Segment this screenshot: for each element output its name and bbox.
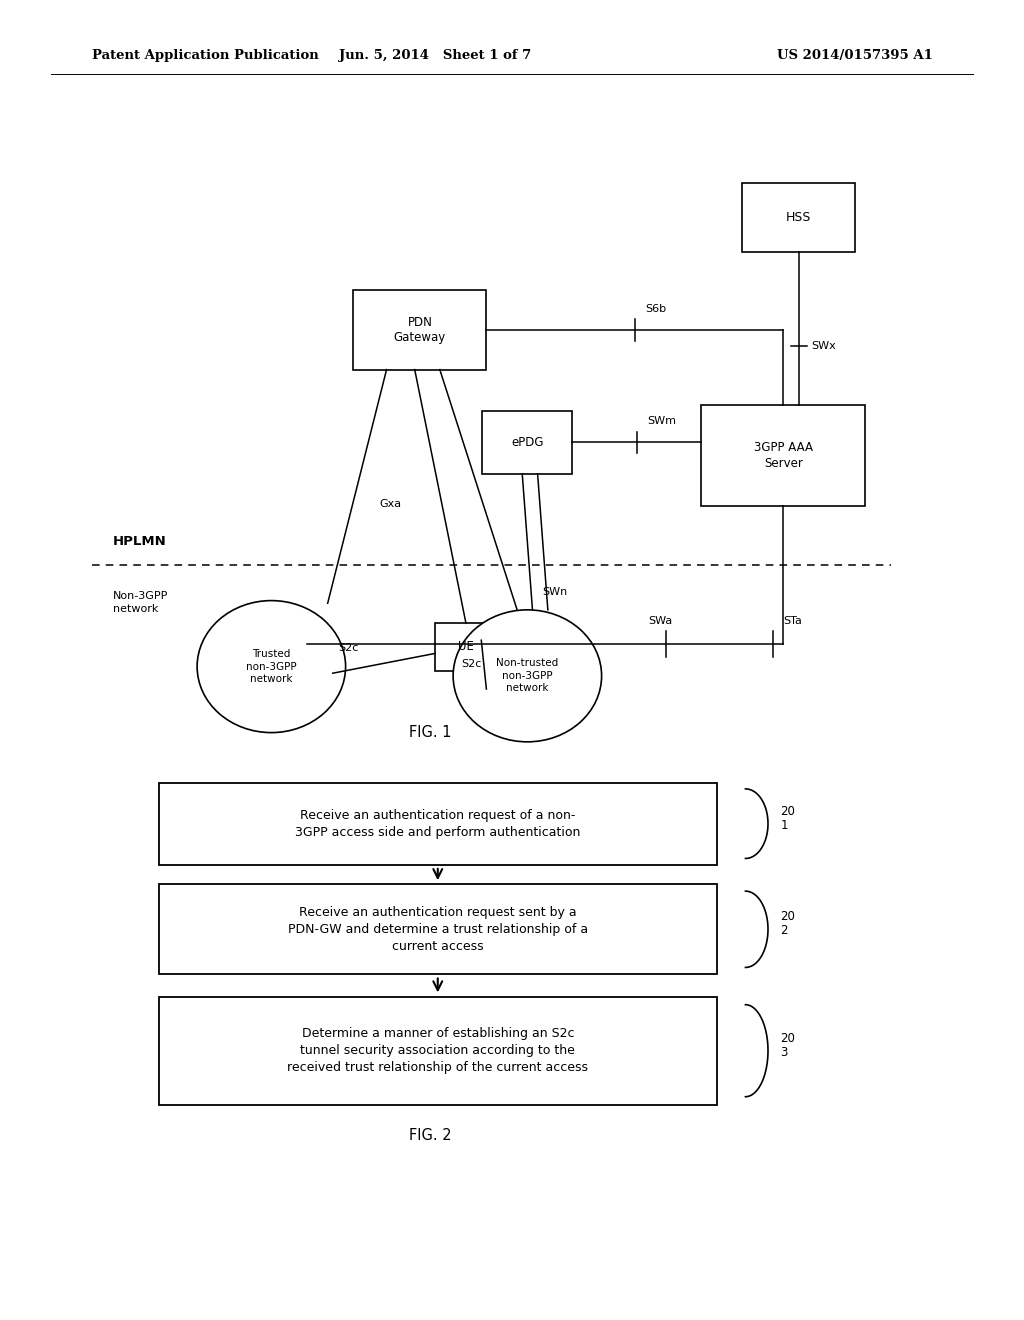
Text: SWm: SWm [647, 416, 676, 426]
FancyBboxPatch shape [482, 411, 572, 474]
FancyBboxPatch shape [353, 290, 486, 370]
FancyBboxPatch shape [742, 183, 855, 252]
FancyBboxPatch shape [159, 783, 717, 865]
Text: Gxa: Gxa [379, 499, 401, 510]
Text: UE: UE [458, 640, 474, 653]
Text: 20
2: 20 2 [780, 911, 796, 937]
Text: SWx: SWx [811, 341, 836, 351]
Text: HSS: HSS [786, 211, 811, 224]
Text: 20
1: 20 1 [780, 805, 796, 832]
FancyBboxPatch shape [159, 997, 717, 1105]
FancyBboxPatch shape [701, 405, 865, 506]
Text: Receive an authentication request sent by a
PDN-GW and determine a trust relatio: Receive an authentication request sent b… [288, 906, 588, 953]
Text: SWn: SWn [543, 586, 568, 597]
Text: FIG. 1: FIG. 1 [409, 725, 452, 741]
Text: Determine a manner of establishing an S2c
tunnel security association according : Determine a manner of establishing an S2… [288, 1027, 588, 1074]
Ellipse shape [453, 610, 602, 742]
FancyBboxPatch shape [435, 623, 497, 671]
Text: 3GPP AAA
Server: 3GPP AAA Server [754, 441, 813, 470]
Text: STa: STa [783, 615, 802, 626]
Text: US 2014/0157395 A1: US 2014/0157395 A1 [777, 49, 933, 62]
Text: Non-trusted
non-3GPP
network: Non-trusted non-3GPP network [497, 659, 558, 693]
Text: 20
3: 20 3 [780, 1032, 796, 1059]
Text: SWa: SWa [648, 615, 673, 626]
Ellipse shape [197, 601, 346, 733]
Text: Non-3GPP
network: Non-3GPP network [113, 591, 168, 614]
Text: Patent Application Publication: Patent Application Publication [92, 49, 318, 62]
Text: S6b: S6b [645, 304, 667, 314]
Text: Jun. 5, 2014   Sheet 1 of 7: Jun. 5, 2014 Sheet 1 of 7 [339, 49, 531, 62]
Text: Receive an authentication request of a non-
3GPP access side and perform authent: Receive an authentication request of a n… [295, 809, 581, 838]
FancyBboxPatch shape [159, 884, 717, 974]
Text: S2c: S2c [338, 643, 358, 653]
Text: PDN
Gateway: PDN Gateway [393, 315, 446, 345]
Text: FIG. 2: FIG. 2 [409, 1127, 452, 1143]
Text: HPLMN: HPLMN [113, 535, 166, 548]
Text: Trusted
non-3GPP
network: Trusted non-3GPP network [246, 649, 297, 684]
Text: ePDG: ePDG [511, 436, 544, 449]
Text: S2c: S2c [461, 659, 481, 669]
